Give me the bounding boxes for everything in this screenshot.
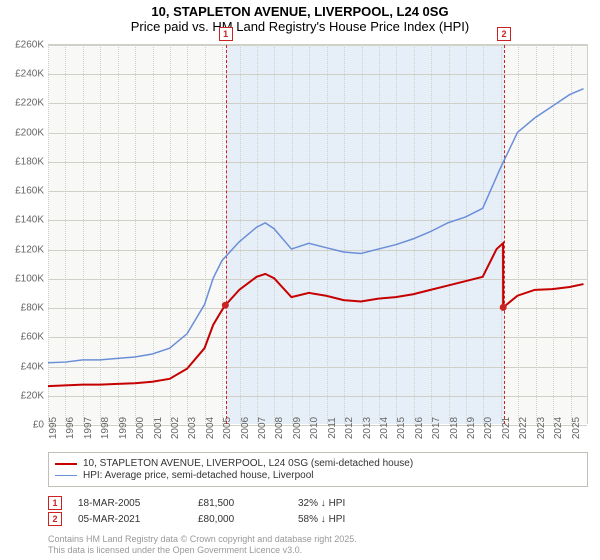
legend-item: 10, STAPLETON AVENUE, LIVERPOOL, L24 0SG… — [55, 458, 581, 469]
x-axis-label: 1996 — [65, 417, 76, 439]
y-axis-label: £0 — [33, 420, 44, 431]
legend: 10, STAPLETON AVENUE, LIVERPOOL, L24 0SG… — [48, 452, 588, 487]
legend-item: HPI: Average price, semi-detached house,… — [55, 470, 581, 481]
x-axis-label: 2016 — [414, 417, 425, 439]
sale-marker-2: 2 — [497, 27, 511, 41]
x-axis-label: 1995 — [48, 417, 59, 439]
x-axis-label: 2002 — [170, 417, 181, 439]
sale-marker-1: 1 — [219, 27, 233, 41]
x-axis-label: 2022 — [518, 417, 529, 439]
y-axis-label: £140K — [15, 215, 44, 226]
y-axis-label: £260K — [15, 40, 44, 51]
x-axis-label: 2013 — [362, 417, 373, 439]
x-axis-label: 2020 — [483, 417, 494, 439]
x-axis-label: 2008 — [274, 417, 285, 439]
x-axis-label: 2014 — [379, 417, 390, 439]
footer-line-2: This data is licensed under the Open Gov… — [48, 545, 357, 556]
x-axis-label: 2001 — [153, 417, 164, 439]
x-axis-label: 1999 — [118, 417, 129, 439]
chart-plot-area: £0£20K£40K£60K£80K£100K£120K£140K£160K£1… — [48, 44, 588, 424]
x-axis-label: 2012 — [344, 417, 355, 439]
x-axis-label: 2024 — [553, 417, 564, 439]
y-axis-label: £100K — [15, 273, 44, 284]
y-axis-label: £160K — [15, 186, 44, 197]
sale-row: 205-MAR-2021£80,00058% ↓ HPI — [48, 512, 588, 526]
x-axis-label: 2005 — [222, 417, 233, 439]
x-axis-label: 2003 — [187, 417, 198, 439]
x-axis-label: 2006 — [240, 417, 251, 439]
x-axis-label: 2019 — [466, 417, 477, 439]
footer-attribution: Contains HM Land Registry data © Crown c… — [48, 534, 357, 556]
y-axis-label: £220K — [15, 98, 44, 109]
x-axis-label: 2021 — [501, 417, 512, 439]
x-axis-label: 2018 — [449, 417, 460, 439]
x-axis-label: 2017 — [431, 417, 442, 439]
x-axis-label: 2004 — [205, 417, 216, 439]
sale-row: 118-MAR-2005£81,50032% ↓ HPI — [48, 496, 588, 510]
x-axis-label: 2010 — [309, 417, 320, 439]
y-axis-label: £40K — [21, 361, 44, 372]
x-axis-label: 2011 — [327, 417, 338, 439]
x-axis-label: 1997 — [83, 417, 94, 439]
chart-title: 10, STAPLETON AVENUE, LIVERPOOL, L24 0SG — [0, 4, 600, 19]
x-axis-label: 2007 — [257, 417, 268, 439]
y-axis-label: £180K — [15, 156, 44, 167]
sales-table: 118-MAR-2005£81,50032% ↓ HPI 205-MAR-2021… — [48, 494, 588, 528]
x-axis-label: 2025 — [571, 417, 582, 439]
y-axis-label: £80K — [21, 303, 44, 314]
x-axis-label: 2015 — [396, 417, 407, 439]
footer-line-1: Contains HM Land Registry data © Crown c… — [48, 534, 357, 545]
x-axis-label: 2023 — [536, 417, 547, 439]
x-axis-label: 2000 — [135, 417, 146, 439]
y-axis-label: £20K — [21, 390, 44, 401]
y-axis-label: £60K — [21, 332, 44, 343]
y-axis-label: £120K — [15, 244, 44, 255]
y-axis-label: £200K — [15, 127, 44, 138]
x-axis-label: 1998 — [100, 417, 111, 439]
y-axis-label: £240K — [15, 69, 44, 80]
x-axis-label: 2009 — [292, 417, 303, 439]
